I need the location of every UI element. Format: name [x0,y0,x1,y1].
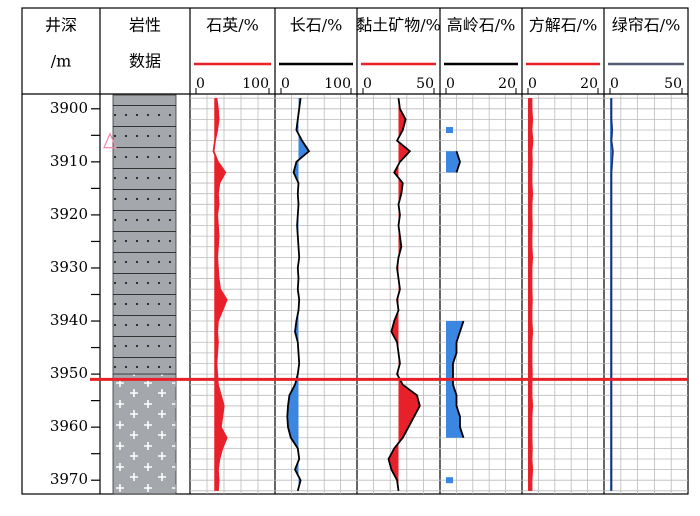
curve-line [530,98,534,491]
curve-line [286,98,311,492]
lithology-interval [112,373,177,495]
y-tick-label: 3970 [50,470,88,488]
curve-fill [446,151,460,173]
x-tick-label: 20 [580,76,598,92]
depth-header: /m [51,52,72,71]
track-title: 长石/% [290,16,343,35]
track-title: 绿帘石/% [612,16,681,35]
track-title: 高岭石/% [447,16,516,35]
y-tick-label: 3900 [50,99,88,117]
lithology-interval [112,94,177,375]
y-tick-label: 3930 [50,258,88,276]
curve-fill [446,321,464,438]
x-tick-label: 0 [196,76,205,92]
y-tick-label: 3940 [50,311,88,329]
x-tick-label: 100 [242,76,269,92]
x-tick-label: 0 [610,76,619,92]
lithology-header: 数据 [129,52,161,71]
x-tick-label: 50 [416,76,434,92]
frame [21,7,689,495]
lithology-header: 岩性 [129,16,161,35]
track-title: 石英/% [206,16,259,35]
x-tick-label: 100 [324,76,351,92]
depth-header: 井深 [45,16,77,35]
curve-line [212,98,228,491]
curve-fill [287,98,309,491]
curve-line [455,150,461,173]
track-title: 黏土矿物/% [356,16,441,35]
x-tick-label: 20 [498,76,516,92]
x-tick-label: 50 [664,76,682,92]
track-title: 方解石/% [529,16,598,35]
x-tick-label: 0 [281,76,290,92]
triangle-marker [103,132,117,149]
y-tick-label: 3920 [50,205,88,223]
y-tick-label: 3950 [50,364,88,382]
curve-fill [446,477,453,484]
x-tick-label: 0 [528,76,537,92]
curve-line [387,98,421,491]
y-tick-label: 3960 [50,417,88,435]
curve-fill [446,127,453,134]
curve-line [610,98,614,491]
curve-fill [213,98,227,491]
y-tick-label: 3910 [50,152,88,170]
x-tick-label: 0 [446,76,455,92]
x-tick-label: 0 [363,76,372,92]
